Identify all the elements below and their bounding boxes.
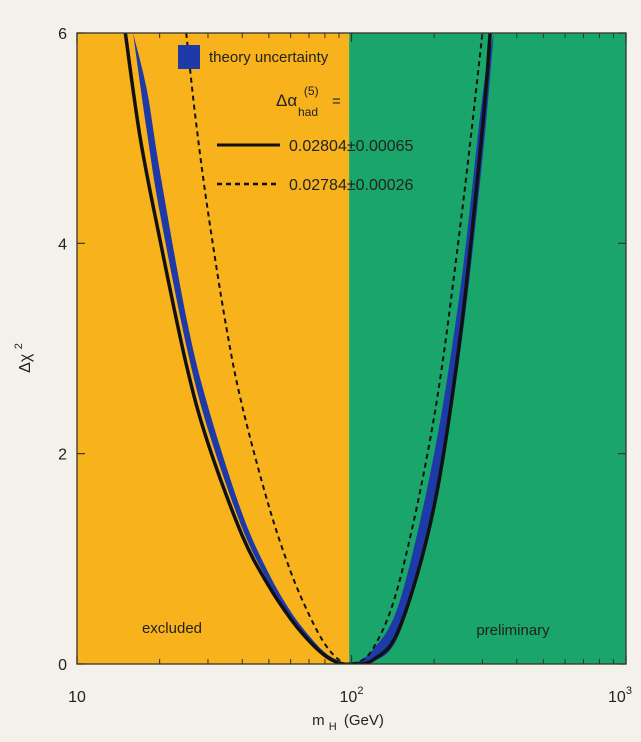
series-line-dashed: [185, 33, 484, 664]
x-axis-title-symbol: m: [312, 712, 325, 729]
legend: theory uncertainty Δα (5) had = 0.02804±…: [178, 45, 414, 194]
x-tick-label: 103: [608, 685, 632, 706]
x-axis-title: m H (GeV): [312, 712, 384, 734]
y-tick-label: 0: [58, 657, 67, 674]
region-label-preliminary: preliminary: [476, 622, 550, 639]
x-axis: 10 102 103: [68, 33, 632, 706]
legend-parameter-equals: =: [332, 93, 341, 110]
preliminary-region: [349, 33, 626, 664]
x-tick-label: 10: [68, 689, 86, 706]
legend-band-label: theory uncertainty: [209, 49, 329, 66]
legend-parameter-title: Δα (5) had =: [276, 80, 341, 120]
legend-solid-label: 0.02804±0.00065: [289, 138, 414, 155]
legend-dashed-label: 0.02784±0.00026: [289, 177, 414, 194]
y-axis-title-superscript: 2: [13, 343, 25, 349]
y-tick-label: 6: [58, 26, 67, 43]
series-line-solid: [123, 33, 492, 664]
y-axis-title-symbol: Δχ: [17, 353, 34, 373]
x-axis-title-subscript: H: [329, 721, 337, 733]
legend-band-swatch: [178, 45, 200, 69]
legend-parameter-superscript: (5): [304, 84, 319, 98]
y-axis-title: Δχ 2: [13, 343, 34, 373]
legend-parameter-subscript: had: [298, 105, 318, 119]
x-axis-title-unit: (GeV): [344, 712, 384, 729]
excluded-region: [77, 33, 350, 664]
y-axis: 0 2 4 6: [58, 26, 626, 674]
region-label-excluded: excluded: [142, 620, 202, 637]
y-tick-label: 4: [58, 236, 67, 253]
legend-parameter-symbol: Δα: [276, 91, 297, 110]
x-tick-label: 102: [340, 685, 364, 706]
y-tick-label: 2: [58, 447, 67, 464]
